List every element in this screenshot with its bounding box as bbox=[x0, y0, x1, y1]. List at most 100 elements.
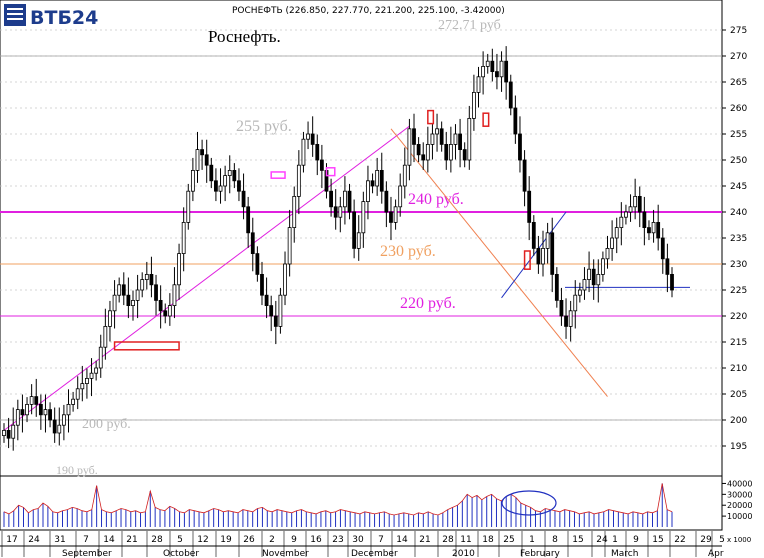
candle-body bbox=[98, 346, 103, 369]
candle-body bbox=[227, 169, 232, 176]
candle-body bbox=[439, 128, 444, 145]
candle-body bbox=[660, 237, 665, 260]
candle-body bbox=[43, 409, 48, 416]
candle-body bbox=[416, 143, 421, 156]
candle-body bbox=[610, 237, 615, 249]
candle-body bbox=[343, 190, 347, 208]
y-tick-label: 275 bbox=[730, 26, 747, 36]
candle-body bbox=[370, 180, 375, 187]
y-tick-label: 205 bbox=[730, 390, 747, 400]
candle-body bbox=[481, 66, 486, 78]
candle-body bbox=[163, 310, 168, 317]
candle-body bbox=[154, 284, 158, 301]
candle-body bbox=[278, 294, 283, 327]
candle-body bbox=[214, 180, 218, 192]
x-day-label: 21 bbox=[419, 535, 430, 545]
candle-body bbox=[71, 398, 76, 405]
candle-body bbox=[140, 279, 145, 291]
candle-body bbox=[518, 133, 522, 161]
candle-body bbox=[393, 206, 398, 223]
level-label: 240 руб. bbox=[408, 191, 464, 208]
x-day-label: 24 bbox=[28, 535, 40, 545]
volume-tick-label: 30000 bbox=[727, 490, 752, 499]
candle-body bbox=[600, 258, 605, 275]
candle-body bbox=[628, 206, 633, 213]
volume-tick-label: 20000 bbox=[727, 501, 752, 510]
candle-body bbox=[200, 149, 204, 156]
x-day-label: 23 bbox=[332, 535, 343, 545]
candle-body bbox=[564, 315, 568, 327]
candle-body bbox=[158, 299, 163, 312]
candle-body bbox=[218, 185, 223, 192]
y-tick-label: 265 bbox=[730, 78, 747, 88]
y-axis: 195 200 205 210 215 220 225 230 235 240 245 250 255 2… bbox=[722, 26, 747, 452]
candle-body bbox=[527, 190, 532, 223]
candle-body bbox=[531, 221, 536, 249]
candle-body bbox=[587, 268, 591, 281]
y-tick-label: 235 bbox=[730, 234, 747, 244]
x-day-label: 12 bbox=[197, 535, 208, 545]
candle-body bbox=[458, 133, 462, 151]
candle-body bbox=[237, 180, 241, 192]
candle-body bbox=[338, 206, 343, 218]
candle-body bbox=[172, 284, 177, 306]
candle-body bbox=[260, 273, 264, 296]
candle-body bbox=[103, 325, 108, 348]
y-tick-label: 225 bbox=[730, 286, 747, 296]
candle-body bbox=[15, 409, 20, 426]
y-tick-label: 200 bbox=[730, 416, 747, 426]
candle-body bbox=[402, 164, 407, 187]
candle-body bbox=[310, 133, 315, 145]
candle-body bbox=[430, 133, 435, 145]
x-day-label: 15 bbox=[572, 535, 583, 545]
highlight-box bbox=[270, 171, 286, 179]
candle-body bbox=[223, 175, 228, 187]
x-day-label: 19 bbox=[220, 535, 232, 545]
candle-body bbox=[167, 305, 172, 317]
candle-body bbox=[190, 169, 195, 192]
y-tick-label: 215 bbox=[730, 338, 747, 348]
candle-body bbox=[550, 232, 555, 275]
candle-body bbox=[6, 429, 11, 439]
candle-body bbox=[144, 273, 149, 280]
candle-body bbox=[352, 211, 357, 249]
y-tick-label: 210 bbox=[730, 364, 747, 374]
x-day-label: 21 bbox=[126, 535, 137, 545]
highlight-box bbox=[523, 250, 531, 270]
candle-body bbox=[633, 195, 638, 208]
x-day-label: 28 bbox=[442, 535, 454, 545]
candle-body bbox=[384, 190, 389, 213]
candle-body bbox=[361, 201, 366, 234]
candle-body bbox=[495, 71, 499, 78]
candle-body bbox=[80, 383, 85, 390]
candle-body bbox=[255, 253, 260, 275]
logo-mark-stripes bbox=[7, 8, 23, 20]
candle-body bbox=[425, 143, 430, 161]
volume-tick-label: 10000 bbox=[727, 512, 752, 521]
trendlines bbox=[3, 125, 608, 431]
candle-body bbox=[131, 299, 135, 306]
candle-body bbox=[287, 227, 292, 265]
candle-body bbox=[292, 195, 297, 228]
logo-text: ВТБ24 bbox=[30, 7, 98, 29]
x-month-label: February bbox=[520, 549, 561, 558]
y-tick-label: 255 bbox=[730, 130, 747, 140]
candle-body bbox=[20, 409, 25, 416]
candle-body bbox=[504, 60, 509, 83]
candle-body bbox=[656, 221, 661, 239]
candle-body bbox=[57, 424, 62, 434]
x-axis: 17 24 31 7 14 21 28 5 12 19 26 2 9 16 23 30 7 14 21 28 11 18 2… bbox=[0, 531, 725, 558]
candle-body bbox=[347, 190, 352, 213]
candle-body bbox=[301, 138, 306, 166]
x-day-label: 7 bbox=[83, 535, 89, 545]
x-month-label: September bbox=[62, 549, 112, 558]
candle-body bbox=[11, 424, 16, 439]
candle-body bbox=[181, 221, 186, 254]
candle-body bbox=[61, 414, 66, 426]
candle-body bbox=[472, 92, 476, 119]
candle-body bbox=[121, 284, 126, 296]
volume-highlight-ellipse bbox=[501, 490, 557, 516]
chart-title: Роснефть. bbox=[208, 27, 281, 46]
trendline bbox=[3, 125, 410, 431]
